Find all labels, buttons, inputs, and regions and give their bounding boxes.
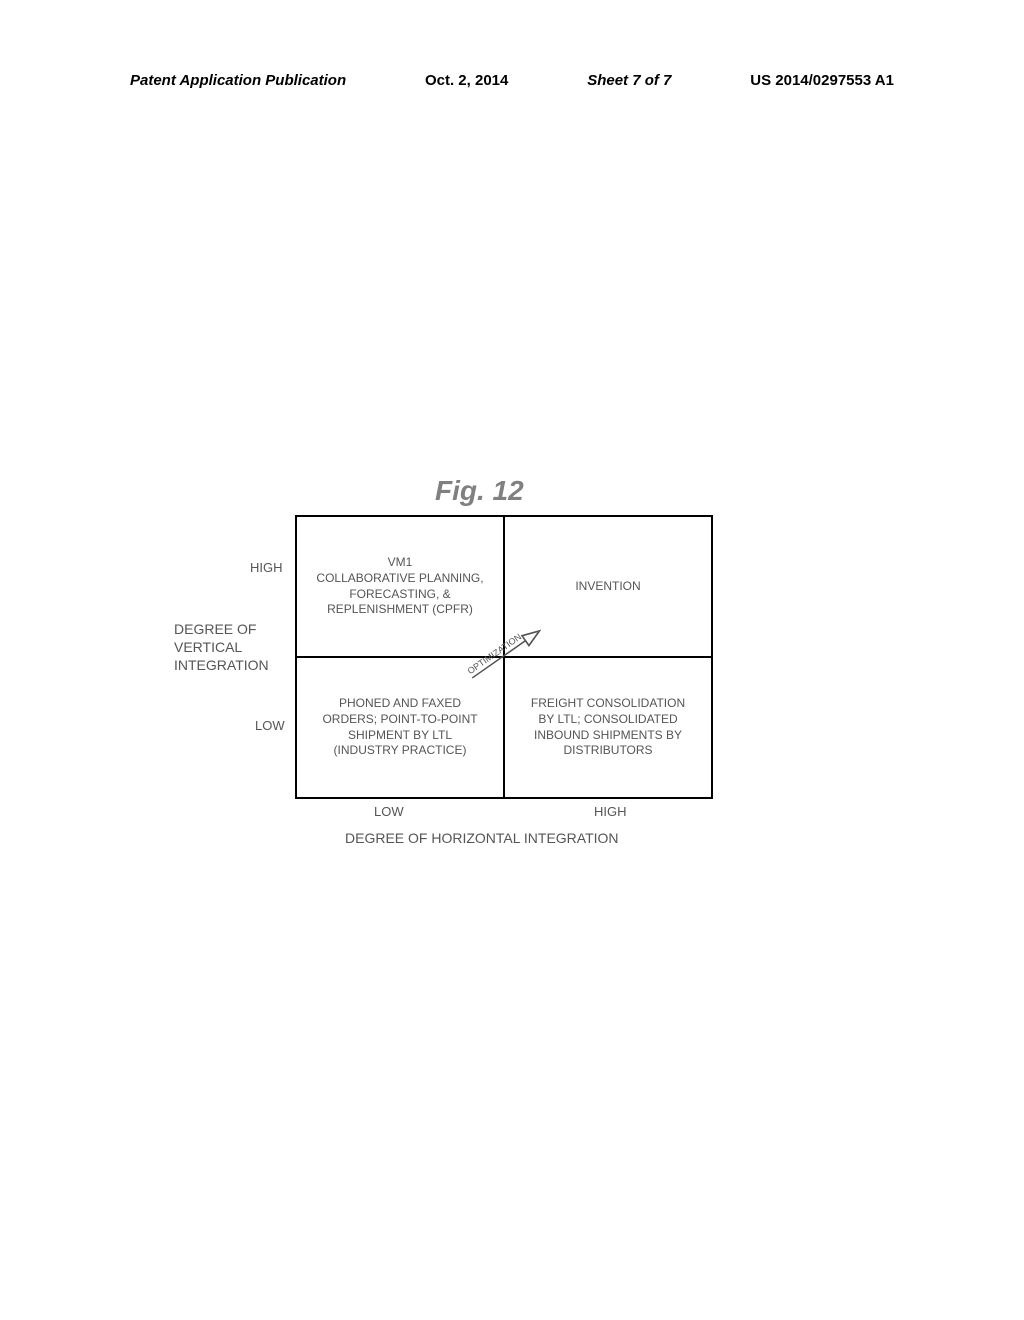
header-docnum: US 2014/0297553 A1 <box>750 72 894 89</box>
q-bl-line2: ORDERS; POINT-TO-POINT <box>322 712 477 728</box>
q-tl-line1: VM1 <box>388 555 413 571</box>
quadrant-top-right: INVENTION <box>504 516 712 657</box>
q-tl-line2: COLLABORATIVE PLANNING, <box>316 571 483 587</box>
y-axis-title-line1: DEGREE OF <box>174 621 256 637</box>
header-publication: Patent Application Publication <box>130 72 346 89</box>
x-axis-title: DEGREE OF HORIZONTAL INTEGRATION <box>345 830 619 846</box>
header-date: Oct. 2, 2014 <box>425 72 508 89</box>
x-axis-low-label: LOW <box>374 804 404 819</box>
q-br-line1: FREIGHT CONSOLIDATION <box>531 696 685 712</box>
q-bl-line4: (INDUSTRY PRACTICE) <box>334 743 467 759</box>
figure-title: Fig. 12 <box>435 475 524 507</box>
header-sheet: Sheet 7 of 7 <box>587 72 671 89</box>
y-axis-low-label: LOW <box>255 718 285 733</box>
q-br-line4: DISTRIBUTORS <box>563 743 652 759</box>
q-br-line2: BY LTL; CONSOLIDATED <box>538 712 677 728</box>
q-tl-line3: FORECASTING, & <box>349 587 450 603</box>
q-tl-line4: REPLENISHMENT (CPFR) <box>327 602 473 618</box>
y-axis-high-label: HIGH <box>250 560 283 575</box>
x-axis-high-label: HIGH <box>594 804 627 819</box>
y-axis-title: DEGREE OF VERTICAL INTEGRATION <box>174 620 269 675</box>
q-tr-text: INVENTION <box>575 579 640 595</box>
y-axis-title-line2: VERTICAL <box>174 639 242 655</box>
quadrant-bottom-left: PHONED AND FAXED ORDERS; POINT-TO-POINT … <box>296 657 504 798</box>
quadrant-top-left: VM1 COLLABORATIVE PLANNING, FORECASTING,… <box>296 516 504 657</box>
quadrant-matrix: VM1 COLLABORATIVE PLANNING, FORECASTING,… <box>295 515 713 799</box>
y-axis-title-line3: INTEGRATION <box>174 657 269 673</box>
page-header: Patent Application Publication Oct. 2, 2… <box>0 72 1024 89</box>
q-bl-line3: SHIPMENT BY LTL <box>348 728 452 744</box>
quadrant-bottom-right: FREIGHT CONSOLIDATION BY LTL; CONSOLIDAT… <box>504 657 712 798</box>
q-bl-line1: PHONED AND FAXED <box>339 696 461 712</box>
q-br-line3: INBOUND SHIPMENTS BY <box>534 728 682 744</box>
